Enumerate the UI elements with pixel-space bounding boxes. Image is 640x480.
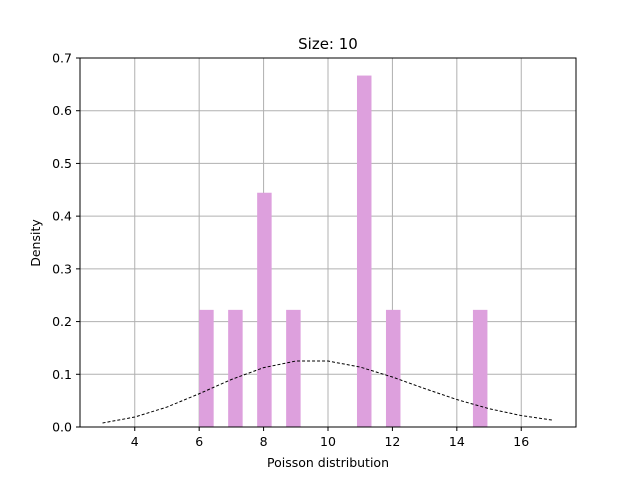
x-tick-label: 16 (513, 434, 529, 449)
x-tick-label: 8 (260, 434, 268, 449)
x-tick-label: 6 (195, 434, 203, 449)
x-tick-label: 4 (131, 434, 139, 449)
y-tick-label: 0.0 (52, 420, 72, 435)
bar (356, 75, 372, 427)
y-tick-label: 0.4 (52, 209, 72, 224)
y-axis-label: Density (28, 219, 43, 267)
bar (385, 309, 401, 427)
y-tick-label: 0.2 (52, 314, 72, 329)
y-axis-ticks: 0.0 0.1 0.2 0.3 0.4 0.5 0.6 0.7 (52, 51, 80, 435)
x-tick-label: 10 (320, 434, 336, 449)
bar (286, 309, 301, 427)
y-tick-label: 0.7 (52, 51, 72, 66)
bar (472, 309, 488, 427)
y-tick-label: 0.5 (52, 156, 72, 171)
x-axis-label: Poisson distribution (267, 455, 389, 470)
bar (228, 309, 243, 427)
series-line (102, 360, 554, 424)
y-tick-label: 0.1 (52, 367, 72, 382)
grid (80, 57, 576, 428)
y-tick-label: 0.3 (52, 261, 72, 276)
bar (257, 192, 272, 427)
chart-title: Size: 10 (298, 35, 358, 53)
y-tick-label: 0.6 (52, 103, 72, 118)
bars (199, 75, 488, 427)
x-tick-label: 14 (449, 434, 465, 449)
bar (199, 309, 214, 427)
x-axis-ticks: 4 6 8 10 12 14 16 (131, 427, 529, 449)
x-tick-label: 12 (384, 434, 400, 449)
